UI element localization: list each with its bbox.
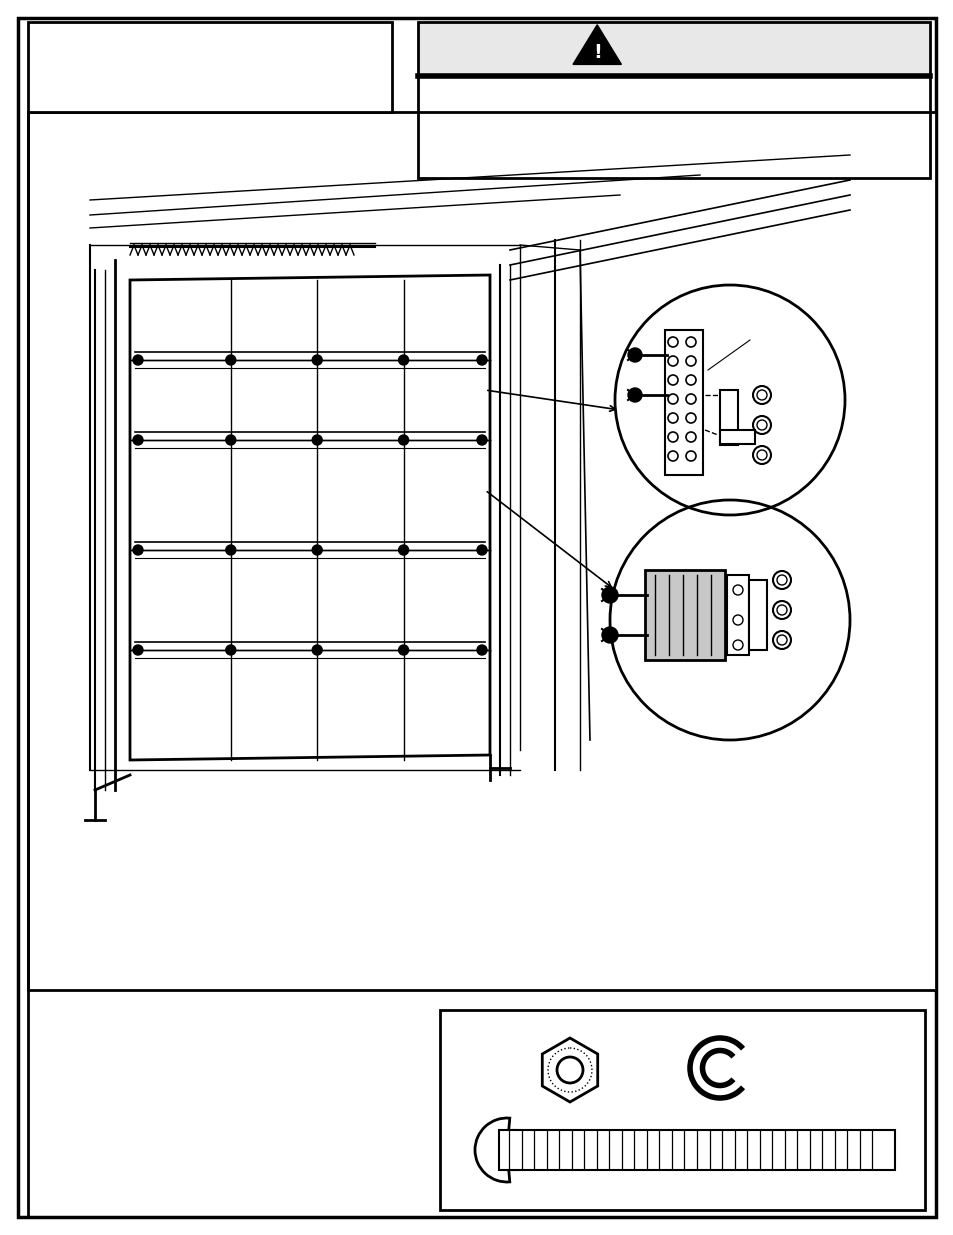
Wedge shape (475, 1118, 509, 1182)
Circle shape (312, 354, 322, 366)
FancyBboxPatch shape (417, 22, 929, 77)
Circle shape (226, 354, 235, 366)
Circle shape (615, 285, 844, 515)
Circle shape (132, 435, 143, 445)
FancyBboxPatch shape (720, 430, 754, 445)
Polygon shape (130, 275, 490, 760)
FancyBboxPatch shape (748, 580, 766, 650)
FancyBboxPatch shape (644, 571, 724, 659)
Polygon shape (573, 25, 620, 64)
Circle shape (609, 500, 849, 740)
Circle shape (312, 545, 322, 555)
Circle shape (132, 354, 143, 366)
FancyBboxPatch shape (28, 112, 935, 990)
FancyBboxPatch shape (726, 576, 748, 655)
Circle shape (476, 645, 486, 655)
Circle shape (601, 627, 618, 643)
Circle shape (132, 545, 143, 555)
Circle shape (476, 435, 486, 445)
FancyBboxPatch shape (439, 1010, 924, 1210)
Circle shape (476, 354, 486, 366)
Text: !: ! (592, 43, 601, 62)
Circle shape (312, 435, 322, 445)
FancyBboxPatch shape (28, 22, 392, 112)
Circle shape (627, 388, 641, 403)
Circle shape (601, 587, 618, 603)
Circle shape (398, 435, 408, 445)
Circle shape (226, 645, 235, 655)
Circle shape (226, 545, 235, 555)
Circle shape (132, 645, 143, 655)
Circle shape (476, 545, 486, 555)
FancyBboxPatch shape (664, 330, 702, 475)
Circle shape (398, 545, 408, 555)
FancyBboxPatch shape (498, 1130, 894, 1170)
Circle shape (398, 645, 408, 655)
Circle shape (226, 435, 235, 445)
Circle shape (312, 645, 322, 655)
Circle shape (398, 354, 408, 366)
FancyBboxPatch shape (18, 19, 935, 1216)
FancyBboxPatch shape (720, 390, 738, 445)
Polygon shape (541, 1037, 598, 1102)
Circle shape (627, 348, 641, 362)
